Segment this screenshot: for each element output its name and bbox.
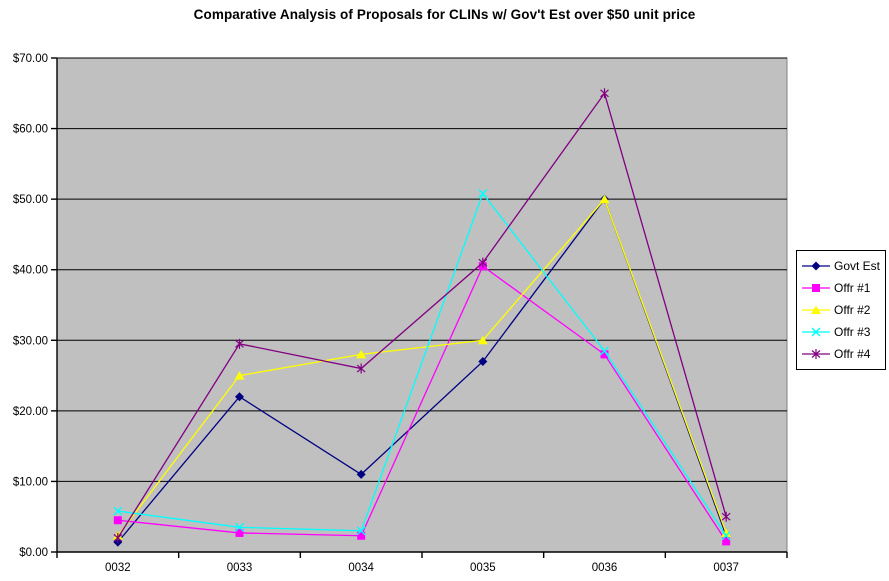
legend-item-offr-3[interactable]: Offr #3 — [801, 321, 883, 343]
legend-label: Govt Est — [834, 259, 881, 273]
legend-label: Offr #3 — [834, 325, 871, 339]
y-tick-label: $10.00 — [13, 476, 48, 488]
y-tick-label: $20.00 — [13, 406, 48, 418]
y-tick-label: $50.00 — [13, 194, 48, 206]
series-line-offr-4[interactable] — [117, 91, 727, 539]
data-point-marker[interactable] — [356, 526, 366, 536]
data-point-marker[interactable] — [235, 528, 244, 537]
y-tick-label: $40.00 — [13, 265, 48, 277]
data-point-marker[interactable] — [600, 346, 609, 356]
legend-item-offr-4[interactable]: Offr #4 — [801, 343, 883, 365]
x-tick-label: 0034 — [348, 562, 374, 574]
legend-item-offr-2[interactable]: Offr #2 — [801, 299, 883, 321]
data-point-marker[interactable] — [477, 335, 488, 345]
x-tick-label: 0037 — [713, 562, 739, 574]
legend-swatch-triangle-icon — [802, 305, 830, 314]
data-point-marker[interactable] — [600, 88, 609, 99]
legend[interactable]: Govt Est Offr #1 Offr #2 Offr #3 Offr #4 — [796, 250, 886, 370]
data-point-marker[interactable] — [722, 537, 731, 546]
data-point-marker[interactable] — [356, 349, 367, 359]
plot-area — [56, 57, 788, 553]
x-tick-label: 0032 — [105, 562, 131, 574]
series-line-offr-2[interactable] — [117, 197, 727, 537]
data-point-marker[interactable] — [235, 522, 244, 532]
data-point-marker[interactable] — [235, 392, 244, 402]
legend-label: Offr #2 — [834, 303, 871, 317]
y-tick-label: $30.00 — [13, 335, 48, 347]
y-tick-label: $70.00 — [13, 53, 48, 65]
data-point-marker[interactable] — [113, 506, 123, 516]
legend-swatch-asterisk-icon — [802, 349, 830, 359]
series-line-offr-1[interactable] — [117, 265, 727, 542]
legend-swatch-x-icon — [802, 327, 830, 337]
data-point-marker[interactable] — [599, 194, 610, 204]
legend-label: Offr #1 — [834, 281, 871, 295]
legend-swatch-square-icon — [802, 284, 830, 292]
legend-item-offr-1[interactable]: Offr #1 — [801, 277, 883, 299]
chart-title: Comparative Analysis of Proposals for CL… — [193, 7, 696, 22]
y-tick-label: $60.00 — [13, 124, 48, 136]
data-point-marker[interactable] — [721, 531, 731, 541]
data-point-marker[interactable] — [356, 363, 366, 374]
x-tick-label: 0033 — [227, 562, 253, 574]
data-point-marker[interactable] — [356, 469, 366, 479]
data-point-marker[interactable] — [235, 338, 244, 349]
legend-label: Offr #4 — [834, 347, 871, 361]
data-point-marker[interactable] — [721, 528, 732, 537]
data-point-marker[interactable] — [234, 371, 245, 380]
data-point-marker[interactable] — [478, 257, 488, 268]
y-tick-label: $0.00 — [19, 547, 48, 559]
x-tick-label: 0036 — [592, 562, 618, 574]
legend-list: Govt Est Offr #1 Offr #2 Offr #3 Offr #4 — [801, 255, 883, 365]
legend-swatch-diamond-icon — [802, 261, 830, 271]
data-point-marker[interactable] — [478, 189, 488, 198]
data-point-marker[interactable] — [478, 356, 488, 366]
data-point-marker[interactable] — [721, 511, 731, 522]
legend-item-govt-est[interactable]: Govt Est — [801, 255, 883, 277]
series-line-offr-3[interactable] — [117, 192, 727, 537]
x-tick-label: 0035 — [470, 562, 496, 574]
data-point-marker[interactable] — [113, 532, 123, 543]
data-point-marker[interactable] — [113, 516, 122, 525]
